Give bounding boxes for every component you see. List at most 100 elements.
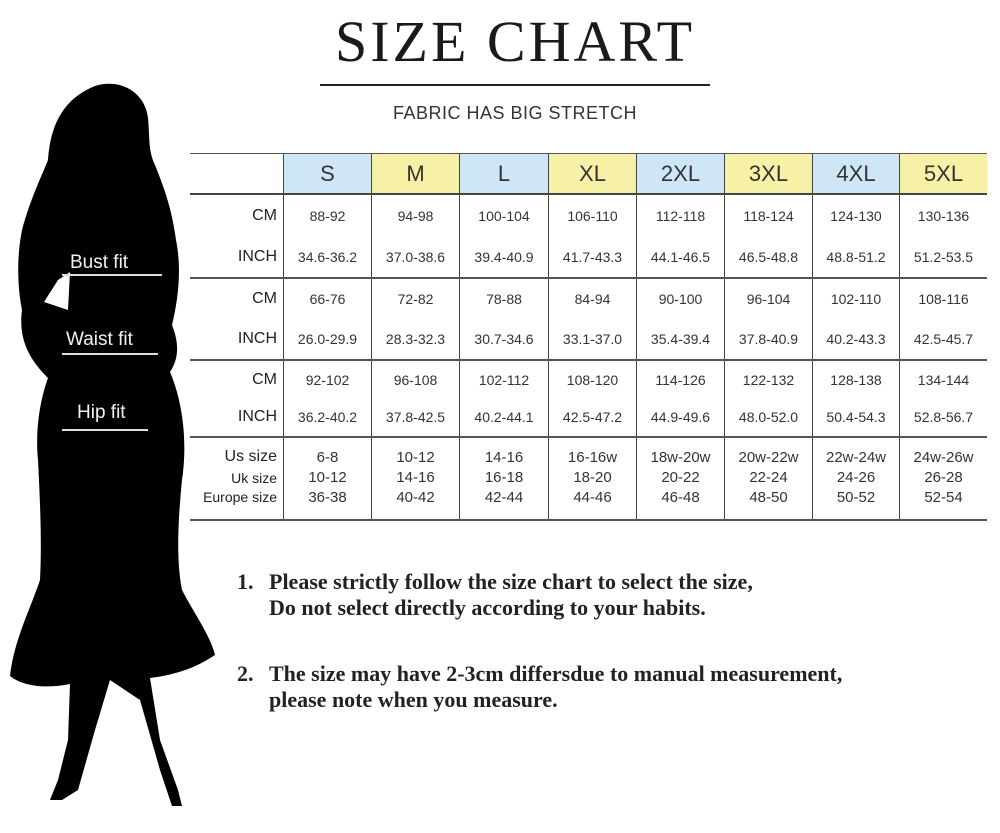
hip-row: INCH 36.2-40.2 37.8-42.5 40.2-44.1 42.5-47.2… bbox=[190, 398, 987, 438]
measurement-cell: 42.5-47.2 bbox=[548, 398, 637, 438]
measurement-cell: 37.0-38.6 bbox=[371, 236, 460, 279]
measurement-cell: 128-138 bbox=[812, 360, 900, 398]
measurement-cell: 46.5-48.8 bbox=[724, 236, 813, 279]
measurement-cell: 130-136 bbox=[899, 194, 987, 236]
title-divider bbox=[320, 84, 710, 86]
measurement-cell: 22-24 bbox=[724, 466, 813, 489]
size-header: L bbox=[459, 153, 549, 195]
measurement-cell: 50-52 bbox=[812, 489, 900, 521]
hip-row: CM 92-102 96-108 102-112 108-120 114-126 122-1… bbox=[190, 360, 987, 398]
measurement-cell: 20-22 bbox=[636, 466, 725, 489]
row-label: INCH bbox=[190, 398, 284, 438]
measurement-cell: 51.2-53.5 bbox=[899, 236, 987, 279]
measurement-cell: 36-38 bbox=[283, 489, 372, 521]
measurement-cell: 14-16 bbox=[459, 437, 549, 466]
measurement-cell: 84-94 bbox=[548, 278, 637, 319]
size-header: 4XL bbox=[812, 153, 900, 195]
bust-fit-label: Bust fit bbox=[70, 252, 129, 273]
measurement-cell: 134-144 bbox=[899, 360, 987, 398]
page-subtitle: FABRIC HAS BIG STRETCH bbox=[392, 103, 638, 123]
measurement-cell: 114-126 bbox=[636, 360, 725, 398]
measurement-cell: 26-28 bbox=[899, 466, 987, 489]
waist-fit-line bbox=[62, 353, 158, 355]
conv-row: Us size 6-8 10-12 14-16 16-16w 18w-20w 20w-22w… bbox=[190, 437, 987, 466]
waist-fit-label: Waist fit bbox=[66, 329, 133, 350]
measurement-cell: 37.8-42.5 bbox=[371, 398, 460, 438]
size-table: S M L XL 2XL 3XL 4XL 5XL CM 88-92 94-98 100-104 106-… bbox=[190, 153, 987, 521]
measurement-cell: 48-50 bbox=[724, 489, 813, 521]
page-title: SIZE CHART bbox=[334, 9, 696, 74]
measurement-cell: 102-110 bbox=[812, 278, 900, 319]
measurement-cell: 10-12 bbox=[371, 437, 460, 466]
measurement-cell: 36.2-40.2 bbox=[283, 398, 372, 438]
measurement-cell: 122-132 bbox=[724, 360, 813, 398]
measurement-cell: 28.3-32.3 bbox=[371, 319, 460, 361]
measurement-cell: 46-48 bbox=[636, 489, 725, 521]
measurement-cell: 108-120 bbox=[548, 360, 637, 398]
measurement-cell: 18w-20w bbox=[636, 437, 725, 466]
measurement-cell: 96-108 bbox=[371, 360, 460, 398]
measurement-cell: 30.7-34.6 bbox=[459, 319, 549, 361]
measurement-cell: 40.2-44.1 bbox=[459, 398, 549, 438]
measurement-cell: 94-98 bbox=[371, 194, 460, 236]
measurement-cell: 41.7-43.3 bbox=[548, 236, 637, 279]
measurement-cell: 90-100 bbox=[636, 278, 725, 319]
measurement-cell: 37.8-40.9 bbox=[724, 319, 813, 361]
measurement-cell: 72-82 bbox=[371, 278, 460, 319]
measurement-cell: 39.4-40.9 bbox=[459, 236, 549, 279]
size-header: XL bbox=[548, 153, 637, 195]
measurement-cell: 14-16 bbox=[371, 466, 460, 489]
note-line: Please strictly follow the size chart to… bbox=[269, 569, 753, 594]
size-header: 2XL bbox=[636, 153, 725, 195]
measurement-cell: 44.1-46.5 bbox=[636, 236, 725, 279]
hip-fit-label: Hip fit bbox=[77, 402, 126, 423]
measurement-cell: 44.9-49.6 bbox=[636, 398, 725, 438]
size-header: 5XL bbox=[899, 153, 987, 195]
bust-row: CM 88-92 94-98 100-104 106-110 112-118 118-124… bbox=[190, 194, 987, 236]
waist-row: INCH 26.0-29.9 28.3-32.3 30.7-34.6 33.1-37.0… bbox=[190, 319, 987, 361]
row-label: INCH bbox=[190, 236, 284, 279]
measurement-cell: 16-18 bbox=[459, 466, 549, 489]
measurement-cell: 50.4-54.3 bbox=[812, 398, 900, 438]
note-line: Do not select directly according to your… bbox=[269, 595, 706, 620]
measurement-cell: 48.0-52.0 bbox=[724, 398, 813, 438]
measurement-cell: 118-124 bbox=[724, 194, 813, 236]
row-label: Us size bbox=[224, 448, 277, 465]
header-blank bbox=[190, 153, 284, 195]
measurement-cell: 112-118 bbox=[636, 194, 725, 236]
hip-fit-line bbox=[62, 429, 148, 431]
measurement-cell: 78-88 bbox=[459, 278, 549, 319]
measurement-cell: 42-44 bbox=[459, 489, 549, 521]
measurement-cell: 100-104 bbox=[459, 194, 549, 236]
measurement-cell: 10-12 bbox=[283, 466, 372, 489]
note-2: 2. The size may have 2-3cm differsdue to … bbox=[237, 661, 842, 713]
measurement-cell: 48.8-51.2 bbox=[812, 236, 900, 279]
measurement-cell: 22w-24w bbox=[812, 437, 900, 466]
size-header: M bbox=[371, 153, 460, 195]
measurement-cell: 108-116 bbox=[899, 278, 987, 319]
measurement-cell: 52-54 bbox=[899, 489, 987, 521]
measurement-cell: 42.5-45.7 bbox=[899, 319, 987, 361]
measurement-cell: 92-102 bbox=[283, 360, 372, 398]
measurement-cell: 26.0-29.9 bbox=[283, 319, 372, 361]
row-label: Uk size bbox=[231, 469, 277, 486]
measurement-cell: 35.4-39.4 bbox=[636, 319, 725, 361]
measurement-cell: 88-92 bbox=[283, 194, 372, 236]
note-number: 1. bbox=[237, 569, 254, 594]
measurement-cell: 106-110 bbox=[548, 194, 637, 236]
measurement-cell: 34.6-36.2 bbox=[283, 236, 372, 279]
woman-silhouette-image bbox=[10, 83, 215, 806]
row-label: Europe size bbox=[190, 489, 284, 521]
conv-row: Europe size 36-38 40-42 42-44 44-46 46-48 48-5… bbox=[190, 489, 987, 521]
measurement-cell: 96-104 bbox=[724, 278, 813, 319]
note-line: please note when you measure. bbox=[269, 687, 558, 712]
note-1: 1. Please strictly follow the size chart … bbox=[237, 569, 753, 621]
measurement-cell: 66-76 bbox=[283, 278, 372, 319]
size-header-row: S M L XL 2XL 3XL 4XL 5XL bbox=[190, 153, 987, 195]
measurement-cell: 24w-26w bbox=[899, 437, 987, 466]
size-header: S bbox=[283, 153, 372, 195]
measurement-cell: 18-20 bbox=[548, 466, 637, 489]
bust-row: INCH 34.6-36.2 37.0-38.6 39.4-40.9 41.7-43.3… bbox=[190, 236, 987, 279]
row-label: CM bbox=[252, 370, 277, 388]
